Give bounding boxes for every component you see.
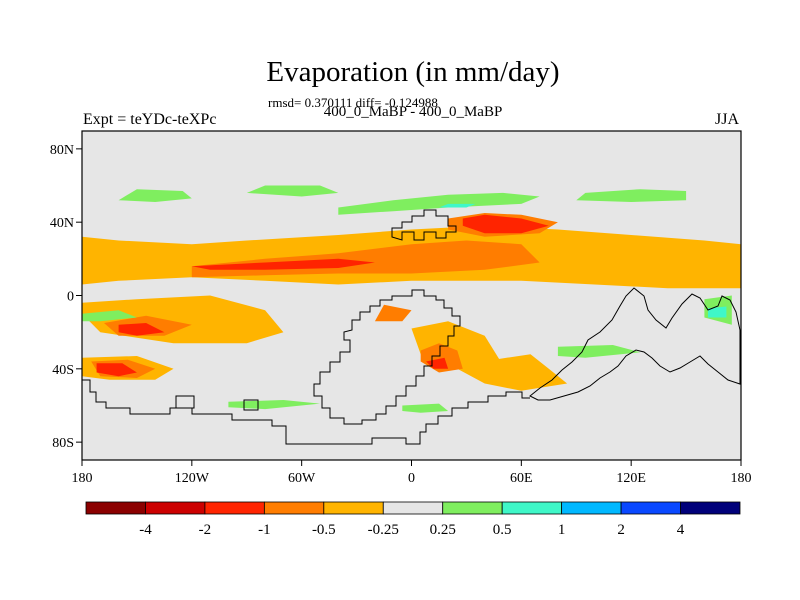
map-area (82, 131, 741, 460)
experiment-label: Expt = teYDc-teXPc (83, 111, 217, 128)
contour-region-26 (439, 203, 476, 208)
colorbar: -4 -2 -1 -0.5 -0.25 0.25 0.5 1 2 4 (85, 501, 741, 538)
lon-tick-label-5: 120E (616, 471, 646, 486)
contour-region-19 (576, 189, 687, 202)
contour-regions (82, 185, 741, 413)
contour-region-22 (228, 400, 320, 410)
colorbar-swatch-10 (680, 501, 741, 515)
coastline-southern-landmass (82, 379, 530, 445)
lat-tick-label-1: 40N (50, 216, 74, 231)
contour-region-18 (338, 192, 540, 215)
coastline-eastern-landmass (529, 287, 741, 401)
colorbar-label-7: 1 (558, 522, 566, 538)
coastlines (82, 209, 741, 445)
lat-tick-label-2: 0 (67, 290, 74, 305)
lat-tick-label-0: 80N (50, 143, 74, 158)
stats-line: rmsd= 0.370111 diff= -0.124988 (268, 95, 438, 110)
contour-region-15 (96, 363, 137, 377)
lon-tick-label-4: 60E (510, 471, 533, 486)
lon-tick-label-3: 0 (408, 471, 415, 486)
lat-tick-label-4: 80S (52, 436, 74, 451)
colorbar-swatch-7 (501, 501, 563, 515)
contour-region-24 (402, 403, 449, 413)
colorbar-label-6: 0.5 (493, 522, 512, 538)
contour-region-21 (82, 310, 137, 322)
contour-region-13 (462, 214, 549, 234)
lon-tick-label-1: 120W (175, 471, 210, 486)
colorbar-label-1: -2 (199, 522, 212, 538)
plot-subtitle: 400_0_MaBP - 400_0_MaBP (323, 104, 503, 120)
colorbar-label-8: 2 (617, 522, 625, 538)
colorbar-label-5: 0.25 (430, 522, 456, 538)
colorbar-label-3: -0.5 (312, 522, 336, 538)
coastline-north-america (391, 209, 457, 241)
colorbar-swatch-6 (442, 501, 503, 515)
colorbar-label-4: -0.25 (368, 522, 399, 538)
colorbar-swatch-4 (323, 501, 384, 515)
colorbar-swatch-1 (145, 501, 206, 515)
latitude-axis: 80N 40N 0 40S 80S (50, 143, 82, 451)
colorbar-swatch-3 (263, 501, 325, 515)
colorbar-swatch-0 (85, 501, 146, 515)
lon-tick-label-0: 180 (72, 471, 93, 486)
contour-region-5 (146, 299, 229, 322)
colorbar-swatch-2 (204, 501, 265, 515)
coastline-central-landmass (313, 289, 461, 425)
contour-region-20 (246, 185, 339, 197)
coastline-island-west (175, 395, 195, 409)
coastline-island-mid (243, 399, 259, 411)
lon-tick-label-6: 180 (731, 471, 752, 486)
colorbar-label-2: -1 (258, 522, 271, 538)
colorbar-label-9: 4 (677, 522, 685, 538)
contour-region-14 (118, 323, 165, 336)
contour-region-17 (118, 189, 192, 202)
colorbar-label-0: -4 (139, 522, 152, 538)
plot-title: Evaporation (in mm/day) (266, 56, 560, 88)
season-label: JJA (715, 111, 740, 128)
contour-region-23 (557, 345, 641, 358)
colorbar-swatch-9 (620, 501, 681, 515)
colorbar-swatch-5 (382, 501, 444, 515)
contour-region-4 (448, 350, 568, 391)
lon-tick-label-2: 60W (288, 471, 316, 486)
contour-region-12 (191, 258, 375, 270)
colorbar-swatch-8 (561, 501, 622, 515)
longitude-axis: 180 120W 60W 0 60E 120E 180 (72, 460, 752, 486)
lat-tick-label-3: 40S (52, 363, 74, 378)
contour-region-11 (374, 304, 412, 322)
contour-region-27 (708, 306, 727, 318)
